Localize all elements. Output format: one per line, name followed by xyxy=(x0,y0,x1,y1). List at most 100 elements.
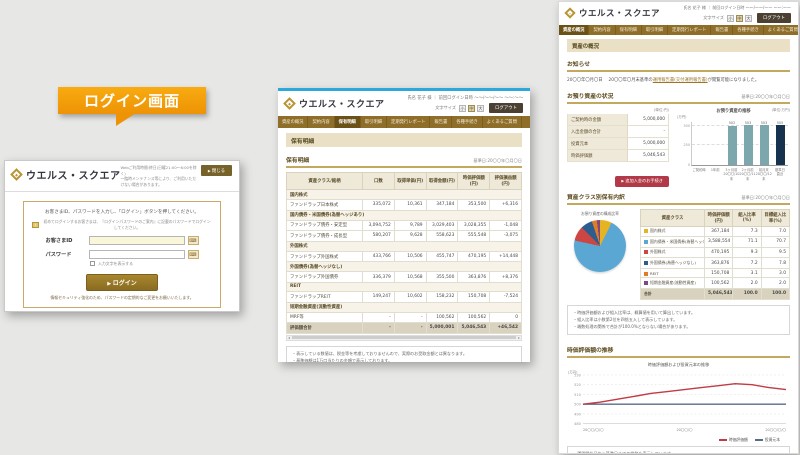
row-name-cell: ファンドラップ外国株式 xyxy=(286,250,363,263)
additional-deposit-button[interactable]: 追加入金のお手続き xyxy=(615,175,669,187)
x-axis-labels: ご契約時 1年前 3ヶ月前 20〇〇/10末 2ヶ月前 20〇〇/11末 前月末 20〇〇/1… xyxy=(691,168,788,181)
login-form-box: お客さまID、パスワードを入力し、「ログイン」ボタンを押してください。 ! 初め… xyxy=(23,200,221,308)
gridline xyxy=(692,124,788,126)
nav-item-periodic-reports[interactable]: 定期発行レポート xyxy=(668,25,712,35)
nav-item-contract[interactable]: 契約内容 xyxy=(589,25,616,35)
logout-button[interactable]: ログアウト xyxy=(489,103,523,113)
scroll-right-icon[interactable]: ▸ xyxy=(517,334,520,340)
row-name-cell: 評価額合計 xyxy=(286,322,363,334)
nav-item-faq[interactable]: よくあるご質問 xyxy=(764,25,798,35)
software-keyboard-icon[interactable]: ⌨ xyxy=(187,249,199,259)
legend-line-swatch xyxy=(718,439,727,442)
holdings-table: 資産クラス/銘柄 口数 取得単価(円) 取得金額(円) 時価評価額(円) 評価損益額(円)… xyxy=(286,172,522,334)
nav-item-faq[interactable]: よくあるご質問 xyxy=(483,116,522,128)
svg-text:490: 490 xyxy=(574,412,582,416)
bar-chart-area: 0 250 500 502 503 503 505 xyxy=(684,120,788,167)
table-cell: 433,766 xyxy=(362,250,395,263)
table-cell: -1,048 xyxy=(489,219,522,232)
customer-id-input[interactable] xyxy=(88,235,185,245)
first-login-notice-text: 初めてログインするお客さまは、『ログインパスワードのご案内』に記載のパスワードで… xyxy=(43,218,211,230)
table-row: REIT xyxy=(286,281,522,292)
scroll-left-icon[interactable]: ◂ xyxy=(288,334,291,340)
table-cell: 3,588,554 xyxy=(703,236,734,248)
table-row: ファンドラップ債券・成長型 580,207 9,628 558,623 555,548-… xyxy=(286,230,522,242)
logout-button[interactable]: ログアウト xyxy=(757,13,791,23)
nav-item-holdings[interactable]: 保有明細 xyxy=(616,25,642,35)
news-section-head: お知らせ xyxy=(567,59,790,72)
header-controls: 文字サイズ 小 中 大 ログアウト xyxy=(407,103,523,113)
nav-item-asset-overview[interactable]: 資産の概況 xyxy=(278,116,309,128)
password-input[interactable] xyxy=(88,249,185,259)
show-characters-row: 入力文字を表示する xyxy=(90,261,212,267)
table-cell: 353,500 xyxy=(457,199,491,211)
bar-chart-unit-label: (単位:万円) xyxy=(771,108,790,112)
table-row: ファンドラップ外国債券 336,379 10,568 355,500 363,876 +8… xyxy=(286,271,522,283)
software-keyboard-icon[interactable]: ⌨ xyxy=(187,235,199,245)
font-size-large-button[interactable]: 大 xyxy=(477,104,485,112)
nav-item-procedures[interactable]: 各種手続き xyxy=(733,25,764,35)
nav-item-holdings[interactable]: 保有明細 xyxy=(334,116,361,128)
font-size-medium-button[interactable]: 中 xyxy=(468,104,476,112)
trend-line-chart: 時価評価額および投資元本の推移 480 490 500 510 520 530 (万円) 20… xyxy=(567,362,790,444)
horizontal-scrollbar[interactable]: ◂ ▸ xyxy=(286,334,522,341)
table-cell: 9,628 xyxy=(393,230,427,242)
bar-chart-y-axis-label: (万円) xyxy=(677,115,687,119)
trend-notes: ・運用開始日から基準日までの推移を表示しています。 ・時価評価額は各月末時点の基… xyxy=(567,446,790,453)
bar-slot: 503 xyxy=(756,121,772,165)
bar-value-label: 503 xyxy=(744,120,752,125)
assets-panel: (単位:円) ご契約時の金額 5,000,000 入出金額の合計 - 投資元本 … xyxy=(567,108,669,187)
table-row: 国内債券・米国債券(為替ヘッジあり) xyxy=(286,209,522,221)
table-cell: 150,708 xyxy=(457,290,491,303)
user-area: 氏名 花子 様 ｜ 前回ログイン日時 〜〜/〜〜/〜〜 〜〜:〜〜 文字サイズ … xyxy=(683,5,791,23)
table-row: 国内株式 367,184 7.3 7.0 xyxy=(640,225,791,238)
legend-color-chip xyxy=(644,229,648,234)
nav-item-reports[interactable]: 報告書 xyxy=(711,25,734,35)
allocation-section-head: 資産クラス別保有内訳 基準日:20〇〇年〇月〇日 xyxy=(567,192,790,205)
table-cell: 470,195 xyxy=(703,246,734,259)
nav-item-contract[interactable]: 契約内容 xyxy=(308,116,335,128)
show-characters-checkbox[interactable] xyxy=(90,261,95,267)
table-row: 短期金融資産(流動性資産) xyxy=(286,301,522,313)
font-size-small-button[interactable]: 小 xyxy=(727,14,735,22)
nav-item-reports[interactable]: 報告書 xyxy=(430,116,453,128)
table-cell: 10,602 xyxy=(393,290,427,303)
table-cell: 9.3 xyxy=(732,246,762,259)
nav-item-transactions[interactable]: 取引明細 xyxy=(642,25,669,35)
security-note: 情報セキュリティ強化のため、パスワードの定期的なご変更をお願いいたします。 xyxy=(50,294,194,300)
page-title: 資産の概況 xyxy=(567,39,790,52)
note-line: ・時価評価額および組入比率は、概算値を用いて算出しています。 xyxy=(573,309,696,315)
news-report-link[interactable]: 運用報告書(交付運用報告書) xyxy=(652,78,708,83)
brand-logo-diamond-icon xyxy=(283,97,296,110)
nav-item-transactions[interactable]: 取引明細 xyxy=(361,116,388,128)
row-name-cell: ファンドラップ債券・成長型 xyxy=(286,230,363,242)
table-row: 外国債券(為替ヘッジなし) xyxy=(286,261,522,273)
font-size-small-button[interactable]: 小 xyxy=(459,104,467,112)
holdings-notes: ・表示している数値は、税金等を考慮しておりませんので、実際のお受取金額とは異なり… xyxy=(286,345,522,362)
row-name-cell: 合計 xyxy=(640,288,705,300)
nav-item-periodic-reports[interactable]: 定期発行レポート xyxy=(387,116,431,128)
table-cell: 5,046,543 xyxy=(703,288,734,300)
login-button[interactable]: ログイン xyxy=(86,273,158,291)
section-row-label: 短期金融資産(流動性資産) xyxy=(286,301,522,313)
scrollbar-thumb[interactable] xyxy=(292,336,516,340)
asset-overview-window: ウエルス・スクエア 氏名 花子 様 ｜ 前回ログイン日時 〜〜/〜〜/〜〜 〜〜… xyxy=(558,1,799,454)
y-axis-tick: 250 xyxy=(683,143,690,148)
nav-item-procedures[interactable]: 各種手続き xyxy=(452,116,483,128)
svg-text:500: 500 xyxy=(574,402,582,406)
callout-tail xyxy=(116,113,136,126)
close-button[interactable]: 閉じる xyxy=(200,165,232,176)
font-size-medium-button[interactable]: 中 xyxy=(736,14,744,22)
table-cell: 10,361 xyxy=(393,199,427,211)
x-axis-label: 2ヶ月前 20〇〇/11末 xyxy=(739,168,756,181)
row-name-cell: 短期金融資産(流動性資産) xyxy=(640,277,705,290)
legend-color-chip xyxy=(644,239,648,244)
line-chart-plot: 480 490 500 510 520 530 (万円) 20〇〇/〇/〇 20〇〇/〇 20〇〇… xyxy=(567,369,790,437)
panel-row-value: 5,046,543 xyxy=(628,150,668,161)
nav-item-asset-overview[interactable]: 資産の概況 xyxy=(559,25,590,35)
brand-name: ウエルス・スクエア xyxy=(299,100,385,110)
table-cell: 100,562 xyxy=(457,311,491,324)
panel-row: 投資元本 5,000,000 xyxy=(567,138,669,150)
font-size-large-button[interactable]: 大 xyxy=(745,14,753,22)
x-axis-label: ご契約時 xyxy=(692,168,706,172)
row-name-cell: 外国株式 xyxy=(640,246,705,259)
